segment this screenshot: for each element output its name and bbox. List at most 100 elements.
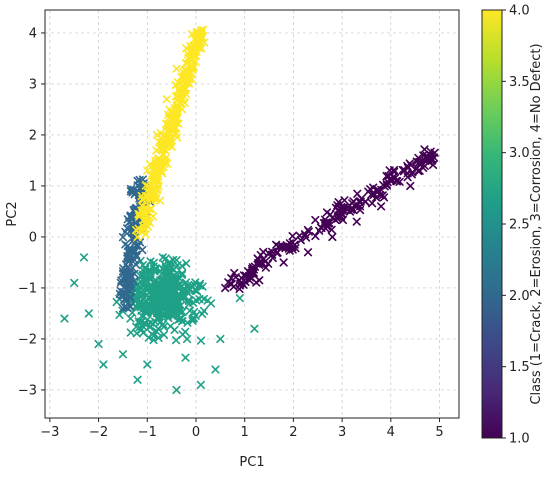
class-4-point: [188, 46, 198, 55]
class-4-point: [160, 145, 169, 154]
class-1-point: [273, 248, 282, 257]
class-3-point: [150, 267, 159, 276]
class-3-point: [142, 276, 151, 285]
class-4-point: [152, 172, 162, 181]
class-1-point: [221, 283, 230, 293]
colorbar-tick-label: 3.0: [509, 146, 530, 161]
class-1-point: [395, 177, 404, 186]
x-tick-label: 2: [289, 425, 297, 440]
class-1-point: [261, 257, 270, 266]
class-4-point: [145, 218, 155, 228]
class-4-point: [170, 109, 180, 118]
class-3-point: [172, 385, 181, 395]
class-4-point: [158, 141, 167, 150]
class-4-point: [188, 66, 197, 75]
class-3-point: [141, 263, 150, 272]
class-3-point: [152, 298, 161, 307]
class-2-point: [121, 260, 131, 269]
class-3-point: [175, 274, 184, 283]
class-2-point: [123, 278, 132, 287]
class-3-point: [175, 280, 185, 289]
class-4-point: [179, 73, 188, 82]
class-3-point: [178, 269, 187, 278]
class-4-point: [152, 130, 162, 140]
class-1-point: [414, 166, 423, 176]
class-1-point: [382, 181, 392, 190]
class-3-point: [178, 330, 187, 339]
class-2-point: [123, 241, 132, 250]
class-3-point: [159, 322, 168, 331]
class-1-point: [340, 196, 349, 205]
class-3-point: [154, 312, 163, 321]
class-3-point: [196, 336, 206, 345]
class-1-point: [379, 193, 389, 202]
class-3-point: [167, 311, 176, 320]
class-1-point: [367, 190, 376, 199]
x-tick-label: −1: [138, 425, 157, 440]
class-4-point: [133, 232, 142, 242]
y-tick-label: −1: [18, 281, 37, 296]
class-4-point: [173, 114, 182, 123]
y-tick-label: 1: [29, 179, 37, 194]
y-tick-label: 4: [29, 26, 37, 41]
class-4-point: [182, 44, 191, 53]
class-3-point: [132, 322, 141, 331]
class-4-point: [155, 196, 165, 205]
class-3-point: [188, 316, 197, 325]
class-3-point: [143, 360, 152, 369]
class-4-point: [164, 113, 173, 123]
class-4-point: [176, 85, 185, 94]
class-3-point: [199, 306, 209, 316]
x-axis-label: PC1: [239, 455, 264, 470]
class-3-point: [176, 292, 185, 301]
class-4-point: [196, 42, 205, 51]
class-3-point: [84, 309, 93, 318]
class-1-point: [311, 215, 320, 225]
colorbar-tick-label: 4.0: [509, 4, 530, 19]
data-points: [60, 25, 439, 395]
class-4-point: [147, 193, 156, 202]
class-4-point: [138, 202, 147, 211]
class-3-point: [112, 297, 121, 307]
class-4-point: [139, 195, 148, 205]
class-4-point: [143, 166, 152, 175]
class-2-point: [131, 260, 140, 269]
class-2-point: [118, 232, 128, 242]
class-3-point: [166, 322, 175, 331]
class-2-point: [123, 268, 132, 277]
class-4-point: [198, 33, 207, 42]
class-3-point: [156, 266, 165, 276]
class-4-point: [182, 78, 191, 87]
class-4-point: [143, 214, 152, 223]
class-3-point: [149, 331, 159, 340]
class-3-point: [206, 299, 216, 308]
class-4-point: [174, 91, 183, 101]
class-3-point: [179, 286, 188, 295]
class-3-point: [159, 282, 168, 291]
class-3-point: [165, 293, 174, 302]
class-3-point: [177, 261, 187, 271]
class-4-point: [135, 212, 144, 221]
class-3-point: [141, 264, 150, 274]
class-3-point: [182, 259, 191, 268]
class-3-point: [134, 317, 143, 326]
class-1-point: [321, 224, 330, 233]
x-axis-ticks: −3 −2 −1 0 1 2 3 4 5: [40, 418, 444, 440]
class-1-point: [245, 276, 254, 285]
class-3-point: [160, 260, 169, 269]
class-3-point: [250, 324, 259, 333]
class-1-point: [376, 202, 386, 211]
class-1-point: [255, 260, 264, 269]
class-4-point: [162, 95, 171, 104]
colorbar-ticks: 1.0 1.5 2.0 2.5 3.0 3.5 4.0: [502, 4, 530, 447]
class-3-point: [115, 310, 124, 320]
class-3-point: [176, 314, 185, 323]
class-2-point: [126, 212, 135, 221]
class-3-point: [184, 296, 194, 306]
class-3-point: [169, 303, 178, 312]
class-3-point: [178, 307, 187, 316]
class-2-point: [121, 227, 130, 236]
class-1-point: [275, 242, 284, 251]
class-1-point: [255, 276, 264, 285]
class-1-point: [311, 231, 320, 241]
